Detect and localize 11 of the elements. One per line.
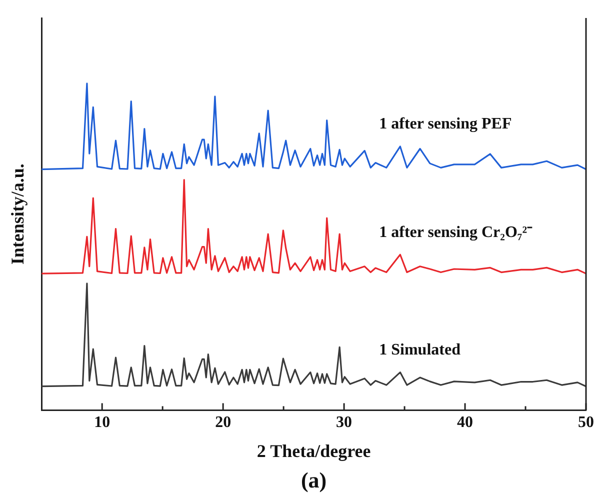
- series-label: 1 after sensing PEF: [379, 116, 512, 133]
- series-label: 1 after sensing Cr₂O₇²⁻: [379, 224, 533, 241]
- x-tick-label: 10: [94, 414, 110, 431]
- x-tick-label: 50: [578, 414, 594, 431]
- text: (a): [300, 468, 327, 493]
- x-tick-label: 40: [457, 414, 474, 431]
- x-tick-label: 30: [336, 414, 352, 431]
- series-label: 1 Simulated: [379, 341, 461, 358]
- x-axis-title: 2 Theta/degree: [256, 440, 371, 461]
- y-axis-title: Intensity/a.u.: [7, 164, 28, 265]
- x-tick-label: 20: [215, 414, 232, 431]
